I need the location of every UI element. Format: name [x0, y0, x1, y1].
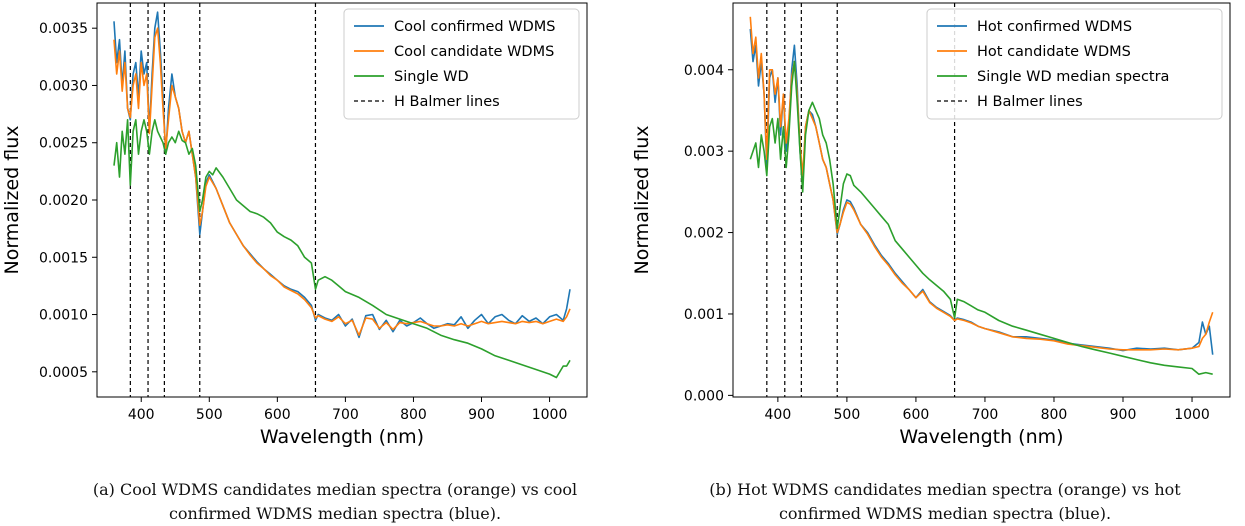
- y-tick-label: 0.004: [684, 63, 724, 79]
- x-tick-label: 800: [1041, 407, 1068, 423]
- legend-box: [926, 8, 1223, 120]
- x-axis-label: Wavelength (nm): [260, 426, 424, 448]
- y-tick-label: 0.0020: [39, 193, 88, 209]
- legend-label: Single WD median spectra: [977, 69, 1169, 85]
- caption-cool-line1: (a) Cool WDMS candidates median spectra …: [92, 480, 578, 499]
- x-tick-label: 900: [468, 407, 495, 423]
- legend-label: Hot candidate WDMS: [977, 44, 1131, 60]
- chart-panel-cool: 400 500 600 700 800 900 1000 0.0005 0.0010 0.0015…: [0, 0, 600, 470]
- y-tick-label: 0.0010: [39, 308, 88, 324]
- y-tick-label: 0.0015: [39, 250, 88, 266]
- caption-hot-line2: confirmed WDMS median spectra (blue).: [778, 504, 1112, 523]
- chart-panel-hot: 400 500 600 700 800 900 1000 0.000 0.001 0.002 0.0…: [630, 0, 1245, 470]
- plot-frame: [732, 2, 1231, 398]
- y-tick-label: 0.003: [684, 144, 724, 160]
- legend-label: Single WD: [394, 69, 469, 85]
- legend: Hot confirmed WDMS Hot candidate WDMS Sing…: [926, 8, 1223, 120]
- caption-cool-line2: confirmed WDMS median spectra (blue).: [168, 504, 502, 523]
- chart-svg-cool: 400 500 600 700 800 900 1000 0.0005 0.0010 0.0015…: [1, 2, 588, 448]
- y-tick-label: 0.0025: [39, 136, 88, 152]
- legend-box: [343, 8, 580, 120]
- y-tick-label: 0.002: [684, 226, 724, 242]
- legend-label: Hot confirmed WDMS: [977, 19, 1132, 35]
- y-axis-label: Normalized flux: [631, 125, 653, 274]
- legend-label: Cool candidate WDMS: [394, 44, 554, 60]
- x-tick-label: 1000: [532, 407, 568, 423]
- x-tick-label: 700: [332, 407, 359, 423]
- x-axis-label: Wavelength (nm): [899, 426, 1063, 448]
- chart-svg-hot: 400 500 600 700 800 900 1000 0.000 0.001 0.002 0.0…: [631, 2, 1231, 448]
- y-tick-label: 0.0030: [39, 78, 88, 94]
- x-tick-label: 1000: [1174, 407, 1210, 423]
- x-tick-label: 500: [196, 407, 223, 423]
- series-line-single-wd-median-spectra: [749, 60, 1213, 376]
- x-tick-label: 500: [834, 407, 861, 423]
- y-tick-label: 0.0035: [39, 21, 88, 37]
- y-tick-label: 0.000: [684, 388, 724, 404]
- legend-label: Cool confirmed WDMS: [394, 19, 555, 35]
- series-line-hot-candidate-wdms: [749, 16, 1214, 351]
- caption-hot: (b) Hot WDMS candidates median spectra (…: [650, 478, 1240, 526]
- legend-label: H Balmer lines: [977, 94, 1083, 110]
- x-tick-label: 800: [400, 407, 427, 423]
- x-tick-label: 600: [264, 407, 291, 423]
- legend: Cool confirmed WDMS Cool candidate WDMS Si…: [343, 8, 580, 120]
- legend-label: H Balmer lines: [394, 94, 500, 110]
- x-tick-label: 600: [903, 407, 930, 423]
- x-tick-label: 400: [128, 407, 155, 423]
- caption-cool: (a) Cool WDMS candidates median spectra …: [40, 478, 630, 526]
- x-tick-label: 900: [1110, 407, 1137, 423]
- y-tick-label: 0.0005: [39, 365, 88, 381]
- series-line-cool-candidate-wdms: [113, 27, 571, 337]
- x-tick-label: 400: [765, 407, 792, 423]
- series-line-single-wd: [113, 119, 571, 379]
- caption-hot-line1: (b) Hot WDMS candidates median spectra (…: [709, 480, 1181, 499]
- x-tick-label: 700: [972, 407, 999, 423]
- y-axis-label: Normalized flux: [1, 125, 23, 274]
- y-tick-label: 0.001: [684, 307, 724, 323]
